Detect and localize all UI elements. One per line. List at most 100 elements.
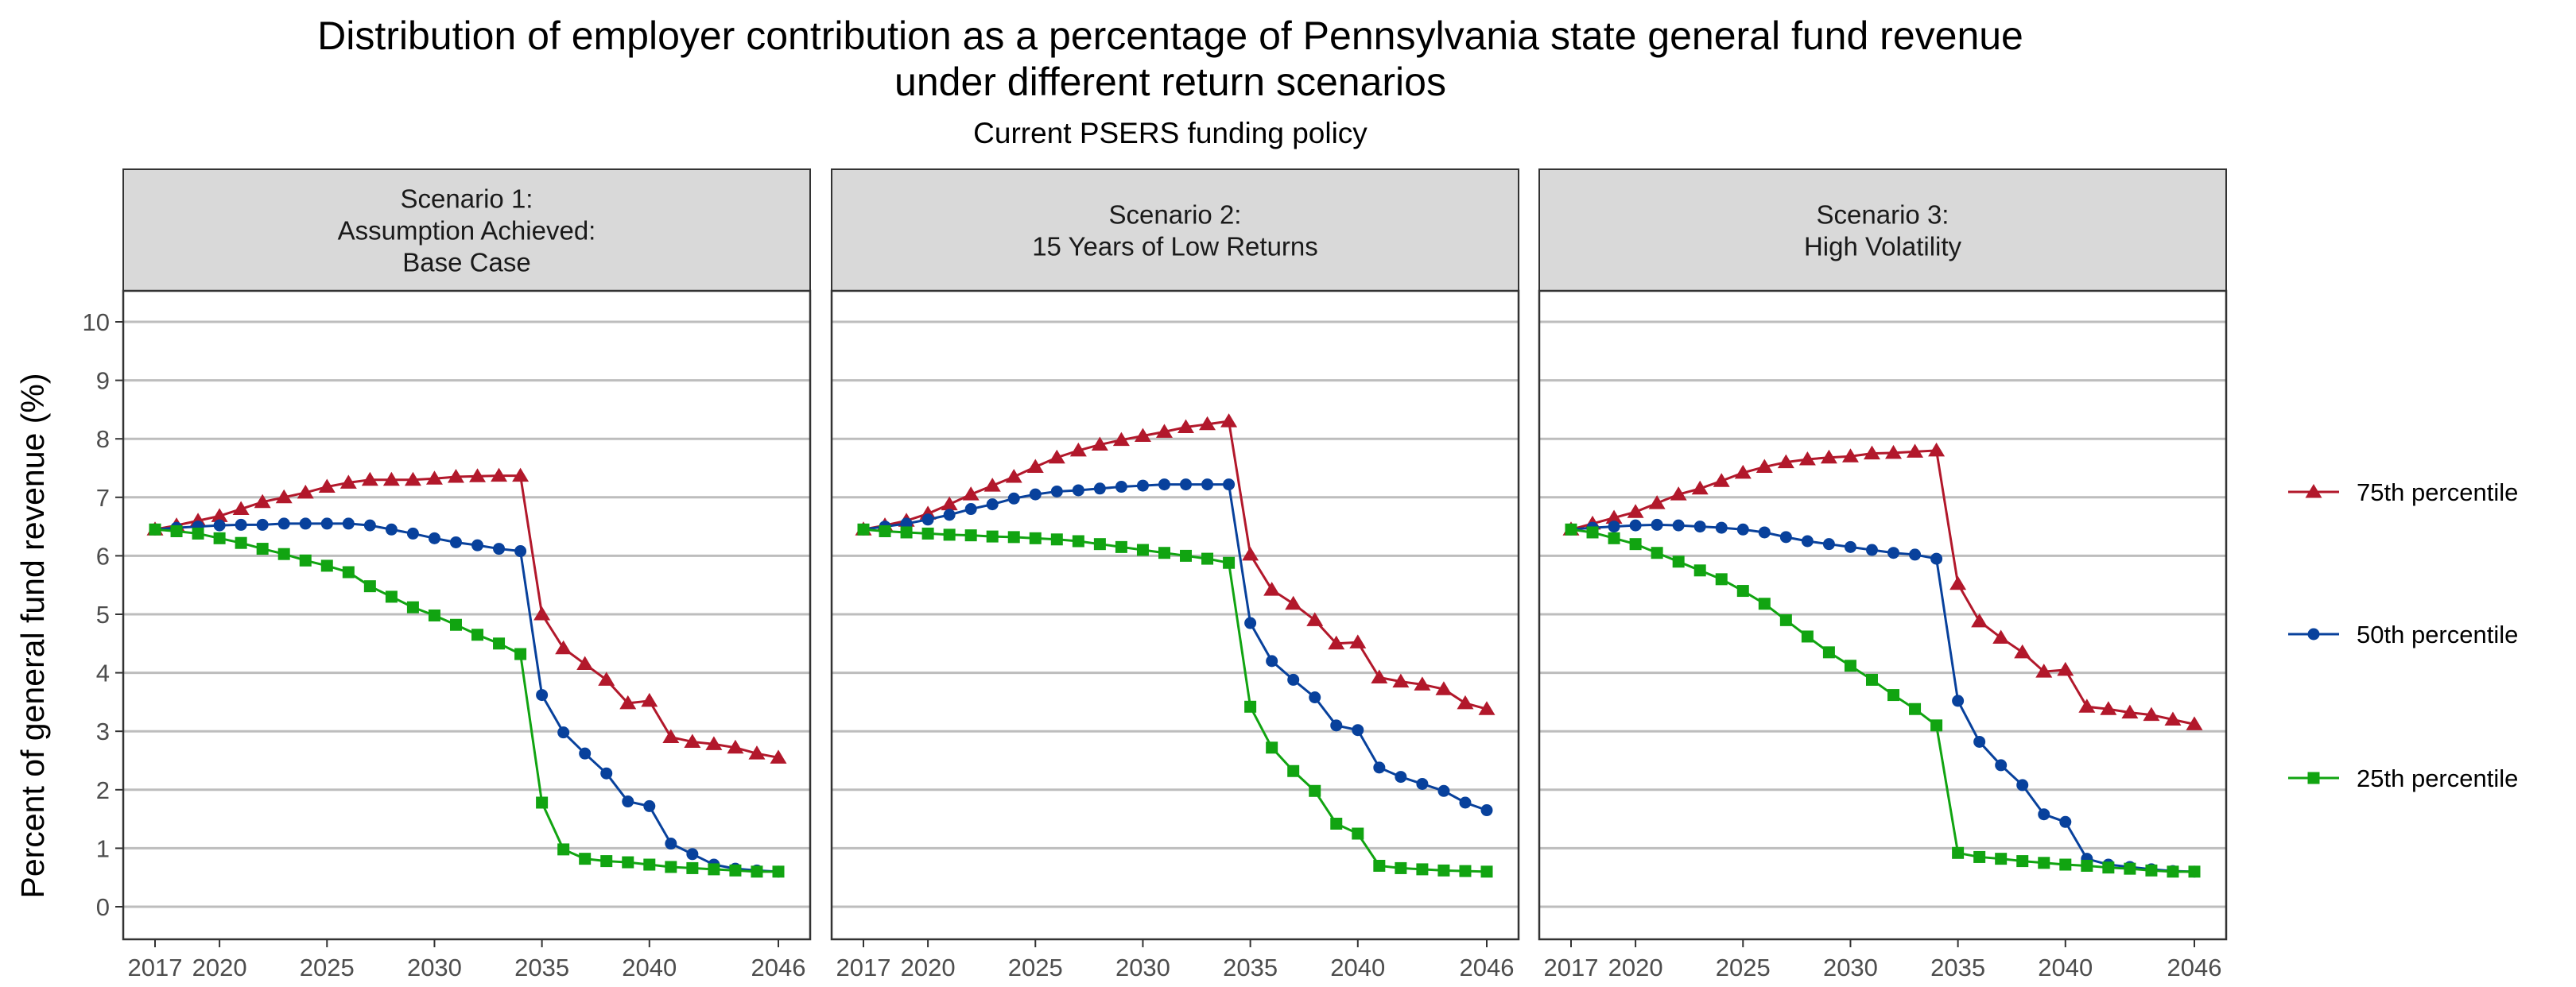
x-tick-label: 2020 xyxy=(901,954,956,981)
panel-title-line: High Volatility xyxy=(1804,232,1962,261)
data-point-p75 xyxy=(382,471,400,486)
x-tick-label: 2040 xyxy=(622,954,677,981)
data-point-p50 xyxy=(1309,691,1321,704)
data-point-p75 xyxy=(512,467,530,482)
data-point-p75 xyxy=(1777,454,1794,469)
data-point-p50 xyxy=(1629,519,1642,532)
data-point-p25 xyxy=(1801,630,1814,643)
panel-strip xyxy=(831,168,1519,292)
data-point-p25 xyxy=(256,543,269,555)
data-point-p75 xyxy=(1177,419,1195,433)
data-point-p25 xyxy=(1395,861,1407,874)
data-point-p50 xyxy=(964,503,977,516)
data-point-p75 xyxy=(941,496,958,511)
data-point-p25 xyxy=(192,527,204,540)
data-point-p25 xyxy=(1072,535,1084,548)
data-point-p25 xyxy=(622,856,634,869)
data-point-p50 xyxy=(1909,548,1922,561)
data-point-p25 xyxy=(1029,532,1042,544)
data-point-p50 xyxy=(1973,735,1986,748)
data-point-p25 xyxy=(1437,864,1450,877)
data-point-p75 xyxy=(254,494,271,509)
data-point-p25 xyxy=(1158,547,1170,559)
data-point-p25 xyxy=(1608,532,1620,544)
data-point-p25 xyxy=(1115,540,1127,553)
data-point-p75 xyxy=(1026,459,1044,474)
data-point-p50 xyxy=(342,517,355,530)
data-point-p50 xyxy=(1651,518,1663,531)
x-tick-label: 2030 xyxy=(1823,954,1878,981)
data-point-p75 xyxy=(1112,432,1130,447)
x-tick-label: 2017 xyxy=(836,954,891,981)
data-point-p50 xyxy=(1395,771,1407,784)
data-point-p75 xyxy=(1263,582,1281,596)
data-point-p50 xyxy=(1952,695,1965,707)
data-point-p25 xyxy=(2016,855,2029,868)
chart-subtitle: Current PSERS funding policy xyxy=(973,117,1368,149)
x-tick-label: 2017 xyxy=(128,954,183,981)
x-tick-label: 2030 xyxy=(407,954,462,981)
data-point-p75 xyxy=(425,470,443,485)
data-point-p75 xyxy=(1328,635,1345,650)
data-point-p25 xyxy=(1865,673,1878,686)
data-point-p25 xyxy=(406,601,419,613)
data-point-p25 xyxy=(1330,817,1343,830)
data-point-p50 xyxy=(1244,617,1257,629)
data-point-p75 xyxy=(1414,676,1431,691)
data-point-p75 xyxy=(598,672,615,686)
data-point-p50 xyxy=(1865,544,1878,556)
data-point-p75 xyxy=(404,471,421,486)
data-point-p25 xyxy=(320,559,333,572)
data-point-p75 xyxy=(2186,716,2203,730)
data-point-p75 xyxy=(2164,711,2182,726)
data-point-p75 xyxy=(1457,695,1474,710)
data-point-p50 xyxy=(1093,482,1106,495)
data-point-p25 xyxy=(149,523,161,536)
y-tick-label: 2 xyxy=(96,776,110,804)
data-point-p25 xyxy=(729,864,742,877)
data-point-p50 xyxy=(1266,655,1278,668)
data-point-p50 xyxy=(1779,531,1792,544)
data-point-p50 xyxy=(1995,759,2008,772)
x-tick-label: 2020 xyxy=(192,954,247,981)
data-point-p25 xyxy=(449,618,462,631)
data-point-p75 xyxy=(469,468,487,482)
data-point-p25 xyxy=(2188,865,2201,878)
data-point-p75 xyxy=(727,739,744,754)
data-point-p25 xyxy=(1952,846,1965,859)
data-point-p25 xyxy=(1309,784,1321,797)
data-point-p50 xyxy=(299,517,312,530)
data-point-p75 xyxy=(361,471,378,486)
data-point-p50 xyxy=(1201,478,1214,491)
data-point-p50 xyxy=(213,519,226,532)
x-tick-label: 2017 xyxy=(1544,954,1599,981)
data-point-p25 xyxy=(986,530,999,543)
x-tick-label: 2025 xyxy=(1716,954,1771,981)
x-tick-label: 2025 xyxy=(1008,954,1063,981)
data-point-p25 xyxy=(1779,613,1792,626)
data-point-p50 xyxy=(921,513,934,526)
panel-title-line: Scenario 3: xyxy=(1817,200,1949,230)
data-point-p75 xyxy=(1992,629,2010,644)
legend-label: 50th percentile xyxy=(2357,621,2518,648)
panels-layer: Scenario 1:Assumption Achieved:Base Case… xyxy=(83,168,2228,981)
data-point-p75 xyxy=(1971,613,1988,628)
data-point-p25 xyxy=(1736,585,1749,598)
data-point-p50 xyxy=(385,523,398,536)
data-point-p75 xyxy=(2078,699,2096,713)
y-tick-label: 8 xyxy=(96,425,110,453)
y-tick-label: 5 xyxy=(96,601,110,629)
data-point-p50 xyxy=(1437,784,1450,797)
data-point-p25 xyxy=(1930,719,1943,732)
data-point-p25 xyxy=(751,865,763,878)
data-point-p50 xyxy=(1930,552,1943,565)
data-point-p50 xyxy=(2038,808,2050,821)
panel-border xyxy=(1538,289,2228,941)
data-point-p25 xyxy=(900,526,913,539)
data-point-p50 xyxy=(449,536,462,548)
data-point-p50 xyxy=(1330,719,1343,732)
data-point-p25 xyxy=(2081,859,2093,872)
data-point-p50 xyxy=(493,543,506,555)
data-point-p75 xyxy=(1349,634,1367,648)
